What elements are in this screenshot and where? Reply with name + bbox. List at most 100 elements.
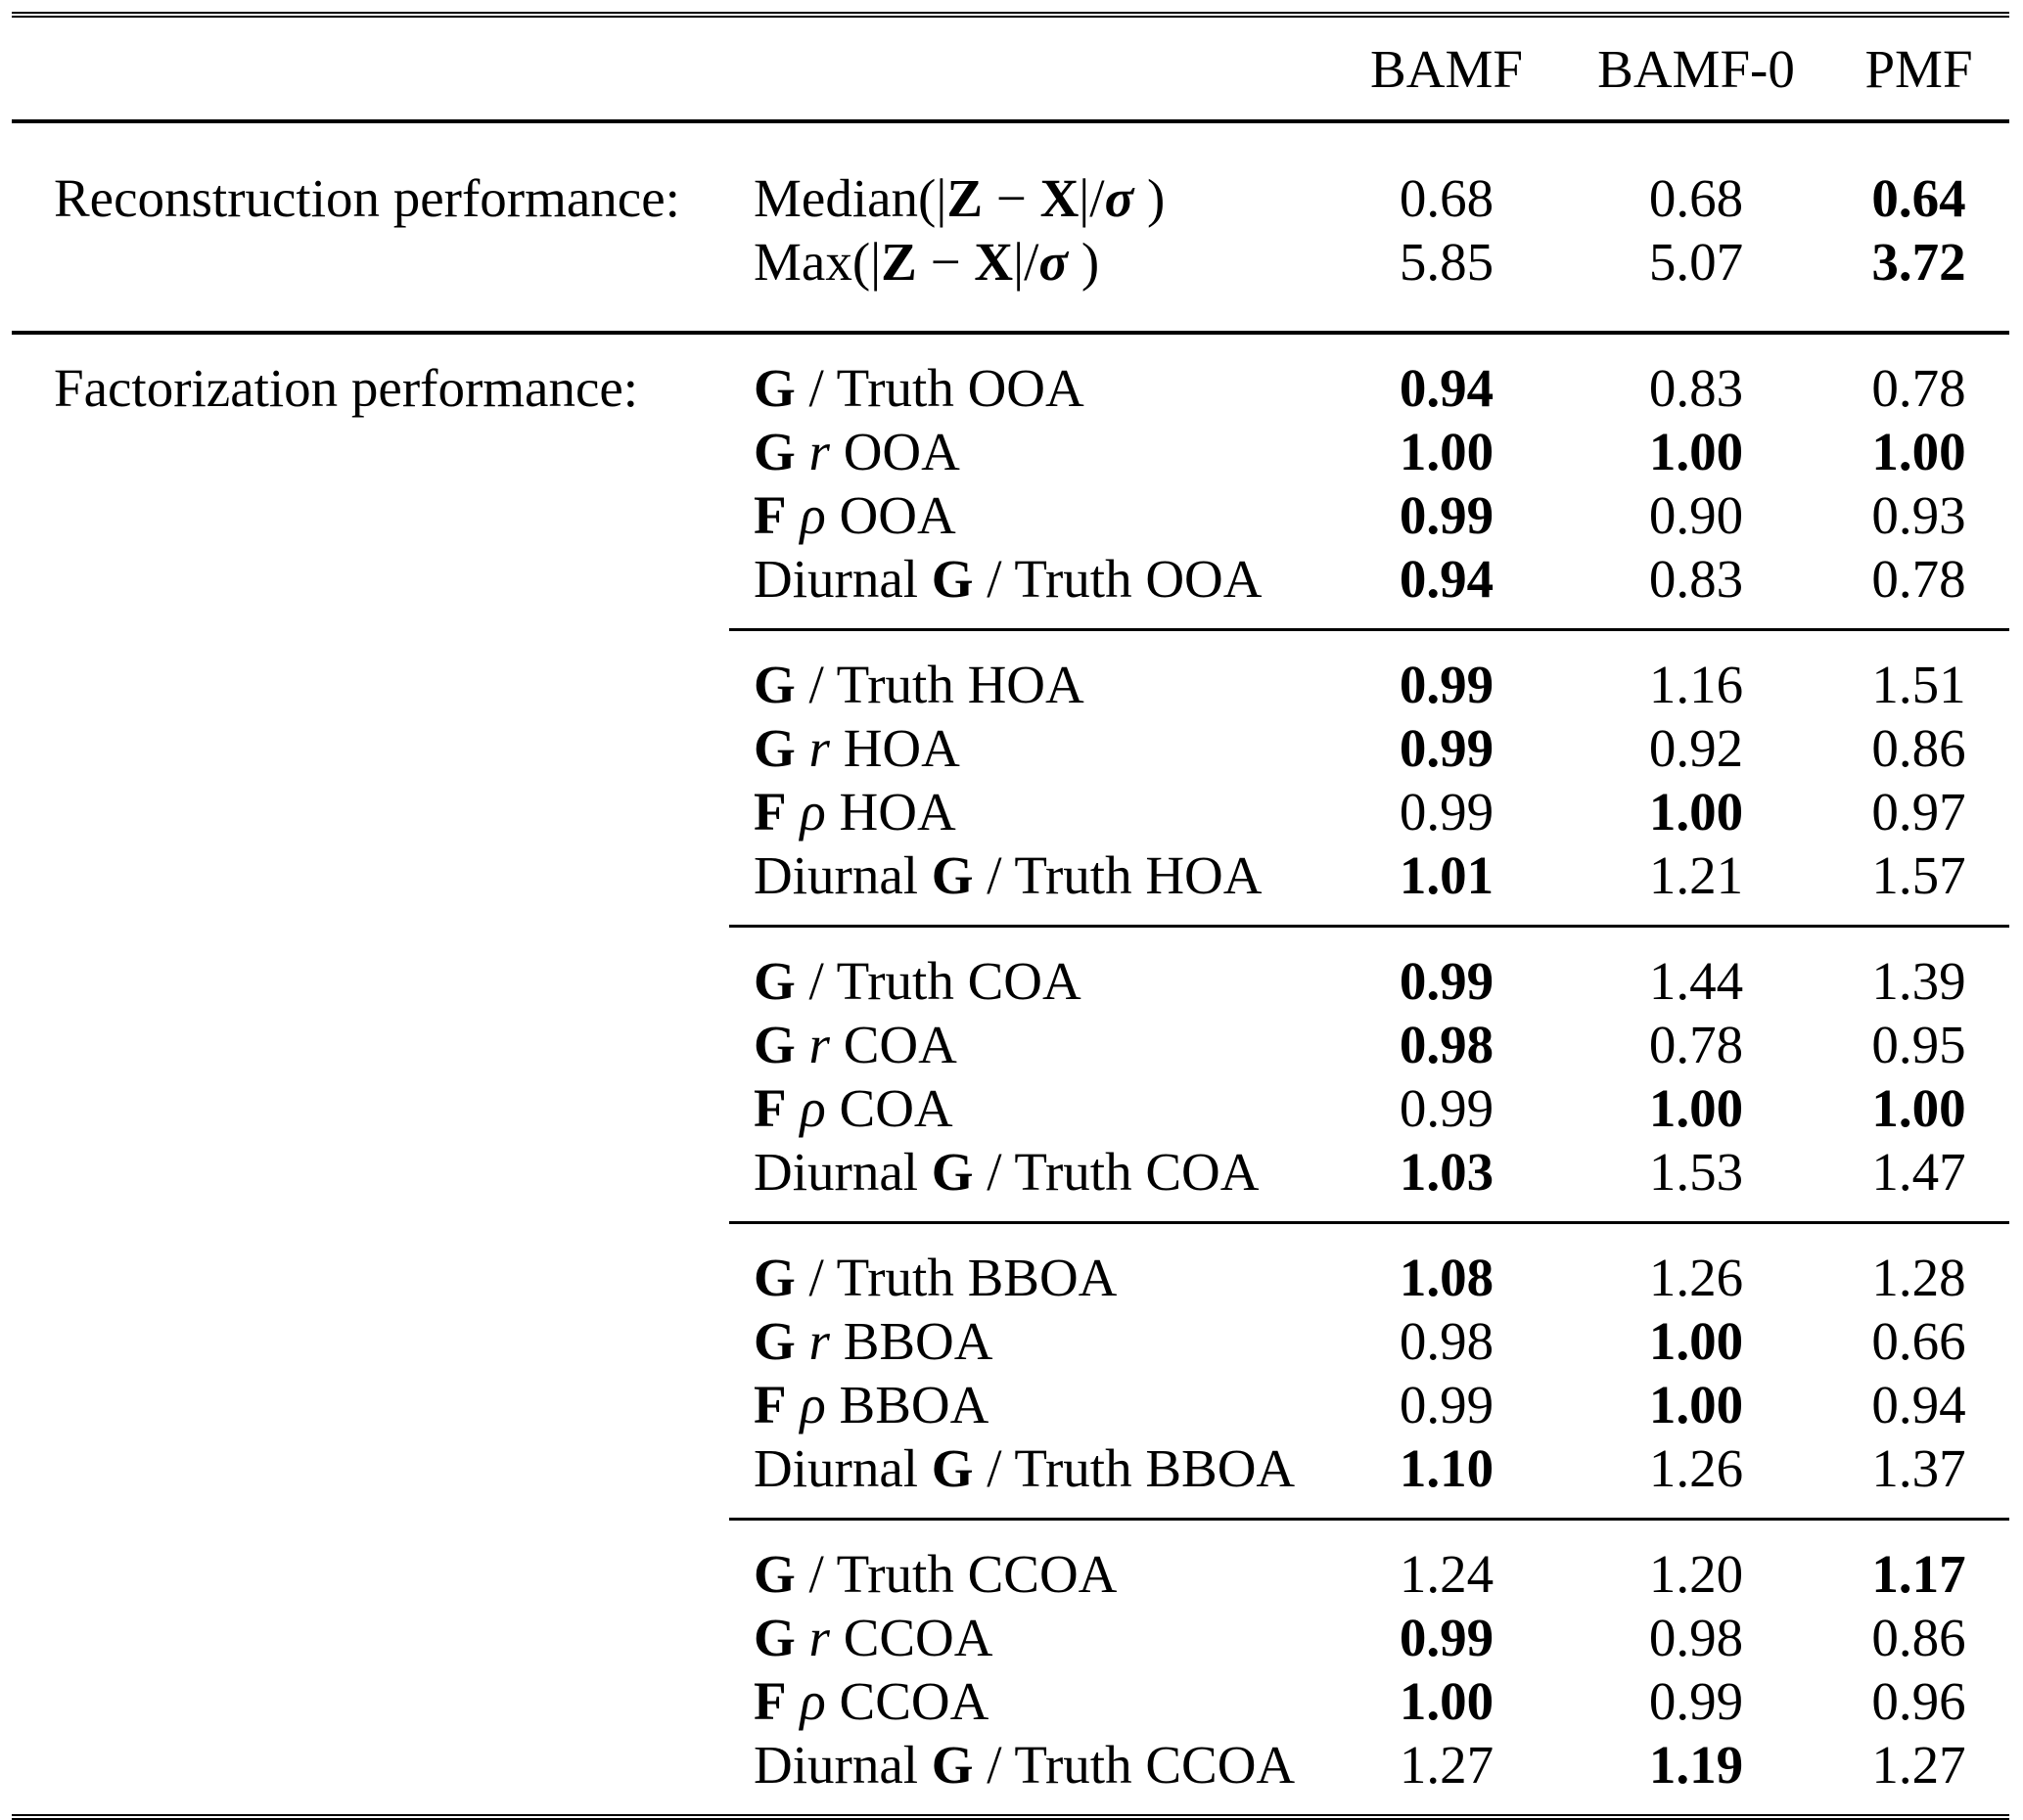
value-cell: 0.83 — [1648, 549, 1744, 609]
metric-label: G / Truth OOA — [742, 361, 1329, 415]
table-row: G r CCOA 0.99 0.98 0.86 — [12, 1606, 2009, 1669]
metric-label-part: ) — [1068, 232, 1100, 292]
value-cell: 1.01 — [1399, 845, 1494, 905]
value-cell: 1.17 — [1871, 1544, 1966, 1604]
group-separator-rule — [729, 628, 2009, 631]
metric-label-part: G — [754, 1248, 796, 1307]
metric-label: G / Truth BBOA — [742, 1251, 1329, 1304]
metric-label-part — [796, 718, 809, 778]
value-cell: 0.99 — [1399, 782, 1494, 842]
metric-label: Diurnal G / Truth BBOA — [742, 1441, 1329, 1495]
value-cell: 1.26 — [1648, 1438, 1744, 1498]
metric-label-part: F — [754, 1671, 787, 1731]
metric-label-part: G — [754, 655, 796, 714]
metric-label-part: ρ — [800, 1078, 826, 1138]
row-group: G / Truth CCOA 1.24 1.20 1.17 G r CCOA 0.99 0.… — [12, 1521, 2009, 1814]
metric-label-part: G — [931, 549, 974, 609]
metric-label-part: OOA — [825, 485, 956, 545]
value-cell: 1.00 — [1648, 1078, 1744, 1138]
column-header-bamf: BAMF — [1370, 38, 1523, 99]
metric-label-part: G — [754, 1015, 796, 1074]
metric-label: F ρ CCOA — [742, 1674, 1329, 1728]
value-cell: 0.86 — [1871, 718, 1966, 778]
metric-label-part: r — [808, 1311, 830, 1371]
metric-label-part: G — [754, 1544, 796, 1604]
value-cell: 0.78 — [1648, 1015, 1744, 1074]
metric-label-part: G — [754, 422, 796, 481]
metric-label-part — [796, 1015, 809, 1074]
metric-label-part: F — [754, 485, 787, 545]
value-cell: 1.10 — [1399, 1438, 1494, 1498]
value-cell: 0.90 — [1648, 485, 1744, 545]
row-group: G / Truth BBOA 1.08 1.26 1.28 G r BBOA 0.98 1.… — [12, 1224, 2009, 1518]
table-row: G / Truth BBOA 1.08 1.26 1.28 — [12, 1246, 2009, 1309]
metric-label-part: ρ — [800, 1375, 826, 1434]
metric-label: G / Truth COA — [742, 954, 1329, 1008]
value-cell: 0.78 — [1871, 358, 1966, 418]
value-cell: 1.39 — [1871, 951, 1966, 1011]
metric-label-part: G — [754, 1311, 796, 1371]
metric-label-part: G — [931, 1142, 974, 1202]
value-cell: 1.24 — [1399, 1544, 1494, 1604]
table-row: Diurnal G / Truth HOA 1.01 1.21 1.57 — [12, 843, 2009, 907]
metric-label-part: r — [808, 422, 830, 481]
metric-label: Diurnal G / Truth COA — [742, 1145, 1329, 1199]
metric-label: G r CCOA — [742, 1611, 1329, 1664]
value-cell: 1.21 — [1648, 845, 1744, 905]
metric-label-part: ) — [1133, 168, 1166, 228]
table-row: Diurnal G / Truth BBOA 1.10 1.26 1.37 — [12, 1436, 2009, 1500]
metric-label-part: / Truth COA — [795, 951, 1081, 1011]
table-row: Factorization performance: G / Truth OOA 0… — [12, 356, 2009, 420]
metric-label: Diurnal G / Truth CCOA — [742, 1738, 1329, 1792]
value-cell: 0.92 — [1648, 718, 1744, 778]
value-cell: 0.99 — [1399, 485, 1494, 545]
metric-label-part: |/ — [1079, 168, 1105, 228]
metric-label: F ρ BBOA — [742, 1378, 1329, 1432]
metric-label-part — [787, 1671, 801, 1731]
value-cell: 1.37 — [1871, 1438, 1966, 1498]
table-row: Diurnal G / Truth COA 1.03 1.53 1.47 — [12, 1140, 2009, 1204]
value-cell: 1.26 — [1648, 1248, 1744, 1307]
metric-label-part: − — [916, 232, 975, 292]
value-cell: 1.00 — [1871, 422, 1966, 481]
metric-label-part: HOA — [825, 782, 956, 842]
table-header-row: BAMF BAMF-0 PMF — [12, 18, 2009, 123]
metric-label-part: BBOA — [825, 1375, 989, 1434]
metric-label: F ρ OOA — [742, 488, 1329, 542]
column-header-pmf: PMF — [1864, 38, 1973, 99]
metric-label-part: Diurnal — [754, 1735, 932, 1795]
metric-label-part — [787, 485, 801, 545]
metric-label: G r COA — [742, 1018, 1329, 1071]
metric-label-part: F — [754, 1078, 787, 1138]
value-cell: 1.20 — [1648, 1544, 1744, 1604]
value-cell: 0.97 — [1871, 782, 1966, 842]
table-row: G r BBOA 0.98 1.00 0.66 — [12, 1309, 2009, 1373]
value-cell: 1.53 — [1648, 1142, 1744, 1202]
row-group: Factorization performance: G / Truth OOA 0… — [12, 335, 2009, 628]
metric-label: G / Truth HOA — [742, 658, 1329, 711]
metric-label-part: G — [754, 951, 796, 1011]
value-cell: 1.00 — [1648, 782, 1744, 842]
value-cell: 0.94 — [1399, 549, 1494, 609]
metric-label: G r HOA — [742, 721, 1329, 775]
metric-label-part: CCOA — [825, 1671, 989, 1731]
metric-label-part: ρ — [800, 1671, 826, 1731]
metric-label-part: r — [808, 1015, 830, 1074]
value-cell: 1.00 — [1399, 1671, 1494, 1731]
table-row: Diurnal G / Truth CCOA 1.27 1.19 1.27 — [12, 1733, 2009, 1797]
metric-label-part: COA — [825, 1078, 953, 1138]
metric-label-part — [787, 782, 801, 842]
value-cell: 0.99 — [1399, 655, 1494, 714]
row-group: G / Truth HOA 0.99 1.16 1.51 G r HOA 0.99 0.92… — [12, 631, 2009, 925]
row-group: G / Truth COA 0.99 1.44 1.39 G r COA 0.98 0.78… — [12, 928, 2009, 1221]
value-cell: 1.00 — [1648, 422, 1744, 481]
table-row: Reconstruction performance: Median(|Z − X… — [12, 166, 2009, 230]
metric-label-part: Z — [946, 168, 984, 228]
metric-label-part — [787, 1375, 801, 1434]
value-cell: 0.94 — [1871, 1375, 1966, 1434]
group-separator-rule — [729, 925, 2009, 928]
column-header-bamf0: BAMF-0 — [1597, 38, 1795, 99]
metric-label-part: / Truth OOA — [973, 549, 1263, 609]
value-cell: 0.98 — [1648, 1608, 1744, 1667]
value-cell: 0.64 — [1871, 168, 1966, 228]
